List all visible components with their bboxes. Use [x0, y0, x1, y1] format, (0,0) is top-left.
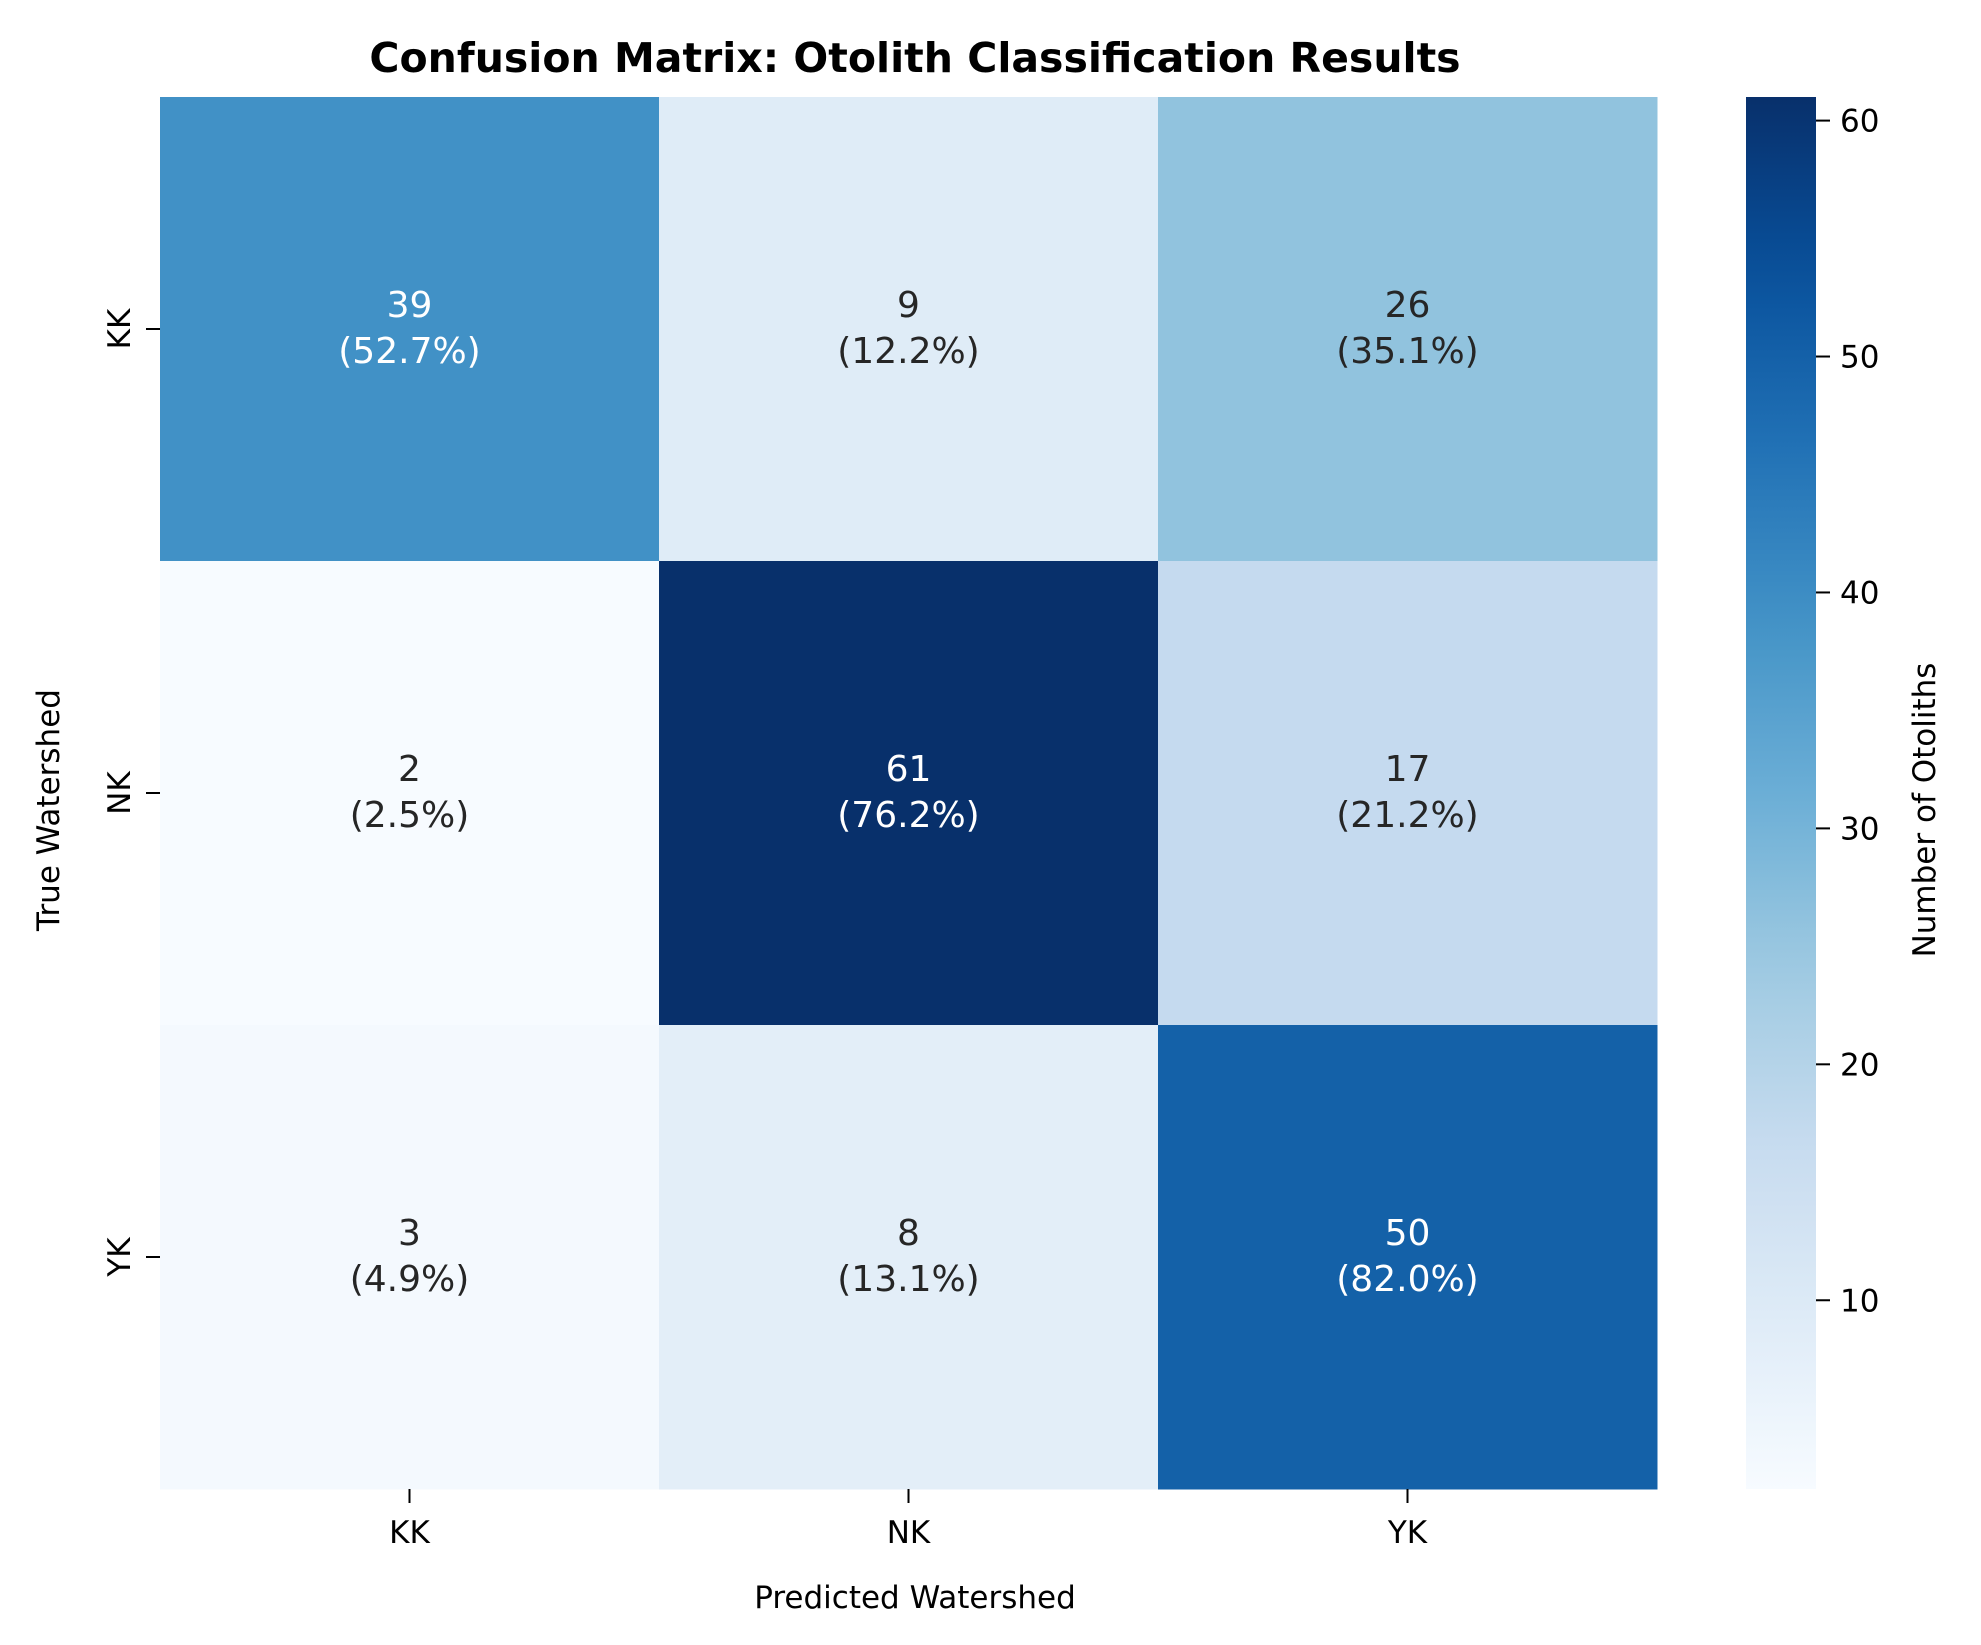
cell-percent-label: (21.2%) — [1336, 795, 1478, 836]
y-axis: KK NK YK — [102, 308, 160, 1278]
cell-YK-NK — [659, 1025, 1159, 1490]
colorbar-tick-label-20: 20 — [1840, 1047, 1879, 1083]
x-axis: KK NK YK — [389, 1489, 1428, 1551]
cell-count-label: 3 — [398, 1213, 421, 1254]
colorbar-tick-label-50: 50 — [1840, 340, 1879, 376]
cell-count-label: 50 — [1385, 1213, 1431, 1254]
heatmap-cells: 39 (52.7%) 9 (12.2%) 26 (35.1%) 2 (2.5%) 61 (76.2… — [160, 97, 1658, 1490]
cell-percent-label: (76.2%) — [837, 795, 979, 836]
cell-NK-YK — [1158, 561, 1658, 1026]
x-tick-label-KK: KK — [389, 1515, 430, 1551]
y-tick-label-KK: KK — [102, 308, 138, 349]
cell-percent-label: (52.7%) — [338, 331, 480, 372]
y-tick-label-NK: NK — [102, 771, 138, 815]
y-tick-label-YK: YK — [102, 1237, 138, 1278]
colorbar-tick-label-60: 60 — [1840, 104, 1879, 140]
cell-count-label: 61 — [886, 749, 932, 790]
x-axis-label: Predicted Watershed — [754, 1580, 1076, 1616]
cell-percent-label: (4.9%) — [350, 1259, 470, 1300]
x-tick-label-YK: YK — [1387, 1515, 1428, 1551]
cell-KK-KK — [160, 97, 660, 562]
colorbar-gradient — [1746, 97, 1816, 1489]
x-tick-label-NK: NK — [887, 1515, 931, 1551]
cell-NK-NK — [659, 561, 1159, 1026]
colorbar-tick-label-10: 10 — [1840, 1283, 1879, 1319]
colorbar: 10 20 30 40 50 60 — [1746, 97, 1879, 1489]
cell-percent-label: (82.0%) — [1336, 1259, 1478, 1300]
cell-percent-label: (12.2%) — [837, 331, 979, 372]
colorbar-tick-label-40: 40 — [1840, 575, 1879, 611]
colorbar-label: Number of Otoliths — [1907, 663, 1943, 958]
colorbar-tick-label-30: 30 — [1840, 811, 1879, 847]
cell-NK-KK — [160, 561, 660, 1026]
cell-count-label: 8 — [897, 1213, 920, 1254]
cell-KK-NK — [659, 97, 1159, 562]
chart-title: Confusion Matrix: Otolith Classification… — [369, 34, 1460, 82]
cell-YK-KK — [160, 1025, 660, 1490]
cell-percent-label: (2.5%) — [350, 795, 470, 836]
cell-count-label: 39 — [387, 285, 433, 326]
cell-KK-YK — [1158, 97, 1658, 562]
cell-count-label: 26 — [1385, 285, 1431, 326]
cell-percent-label: (35.1%) — [1336, 331, 1478, 372]
cell-percent-label: (13.1%) — [837, 1259, 979, 1300]
cell-count-label: 17 — [1385, 749, 1431, 790]
cell-count-label: 2 — [398, 749, 421, 790]
cell-YK-YK — [1158, 1025, 1658, 1490]
y-axis-label: True Watershed — [31, 689, 67, 932]
cell-count-label: 9 — [897, 285, 920, 326]
